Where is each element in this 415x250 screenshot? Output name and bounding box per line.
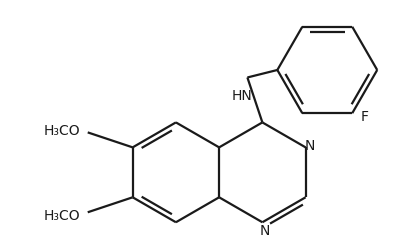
Text: H₃CO: H₃CO bbox=[44, 208, 80, 222]
Text: HN: HN bbox=[232, 88, 253, 102]
Text: H₃CO: H₃CO bbox=[44, 124, 80, 137]
Text: N: N bbox=[305, 138, 315, 152]
Text: N: N bbox=[260, 223, 270, 237]
Text: F: F bbox=[361, 109, 369, 123]
